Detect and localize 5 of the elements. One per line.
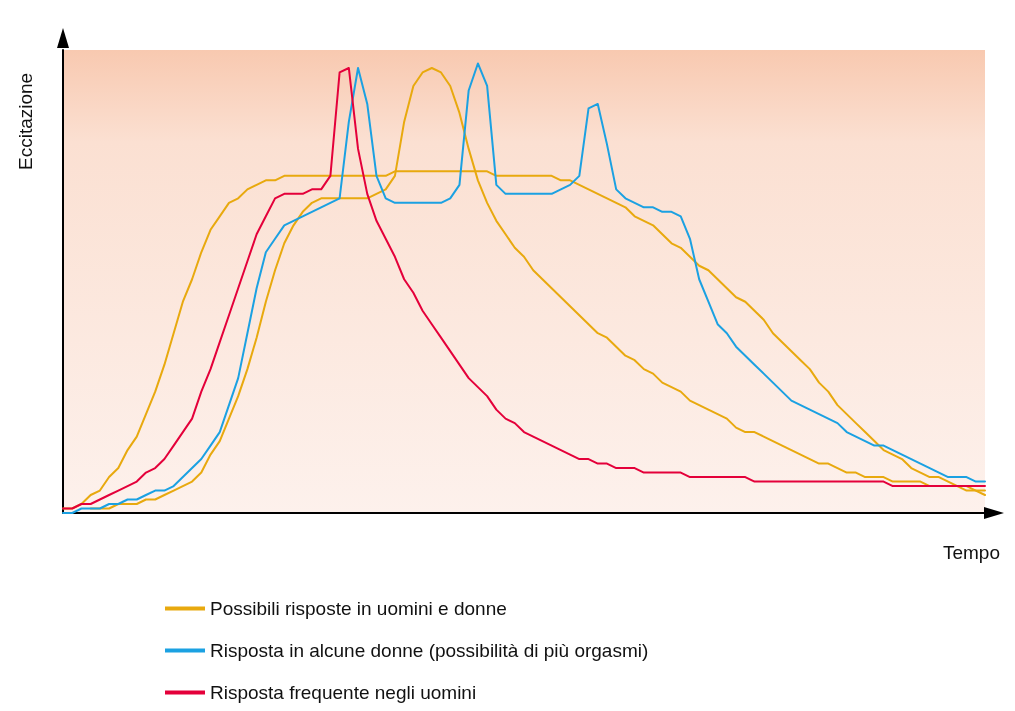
legend-label: Risposta in alcune donne (possibilità di più orgasmi) (210, 640, 649, 661)
y-axis-title: Eccitazione (15, 72, 36, 170)
legend-label: Possibili risposte in uomini e donne (210, 598, 507, 619)
legend-label: Risposta frequente negli uomini (210, 682, 477, 703)
x-axis-title: Tempo (942, 542, 1000, 563)
